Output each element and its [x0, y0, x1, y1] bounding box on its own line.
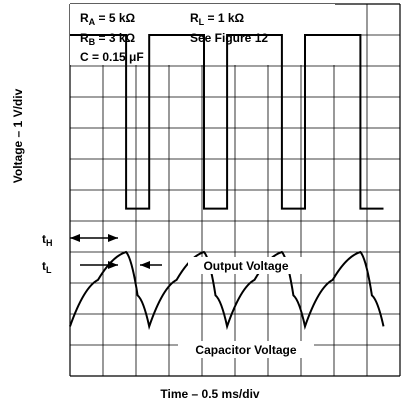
y-axis-title: Voltage – 1 V/div: [11, 88, 25, 183]
capacitor-label-bg: [178, 341, 314, 358]
th-label: tH: [42, 232, 53, 248]
rl-label: RL = 1 kΩ: [190, 11, 245, 27]
output-voltage-line: [70, 34, 384, 210]
tl-label: tL: [42, 259, 52, 275]
ra-label: RA = 5 kΩ: [80, 11, 136, 27]
series-layer: [69, 34, 385, 331]
tl-annotation: [80, 261, 162, 269]
rb-label: RB = 3 kΩ: [80, 31, 136, 47]
th-annotation: [70, 234, 118, 242]
output-voltage-label: Output Voltage: [203, 259, 288, 273]
capacitor-voltage-line: [69, 250, 385, 331]
c-label: C = 0.15 μF: [80, 50, 144, 64]
capacitor-voltage-label: Capacitor Voltage: [195, 343, 296, 357]
x-axis-title: Time – 0.5 ms/div: [160, 387, 259, 401]
output-label-bg: [188, 257, 304, 274]
figure-ref-label: See Figure 12: [190, 31, 268, 45]
